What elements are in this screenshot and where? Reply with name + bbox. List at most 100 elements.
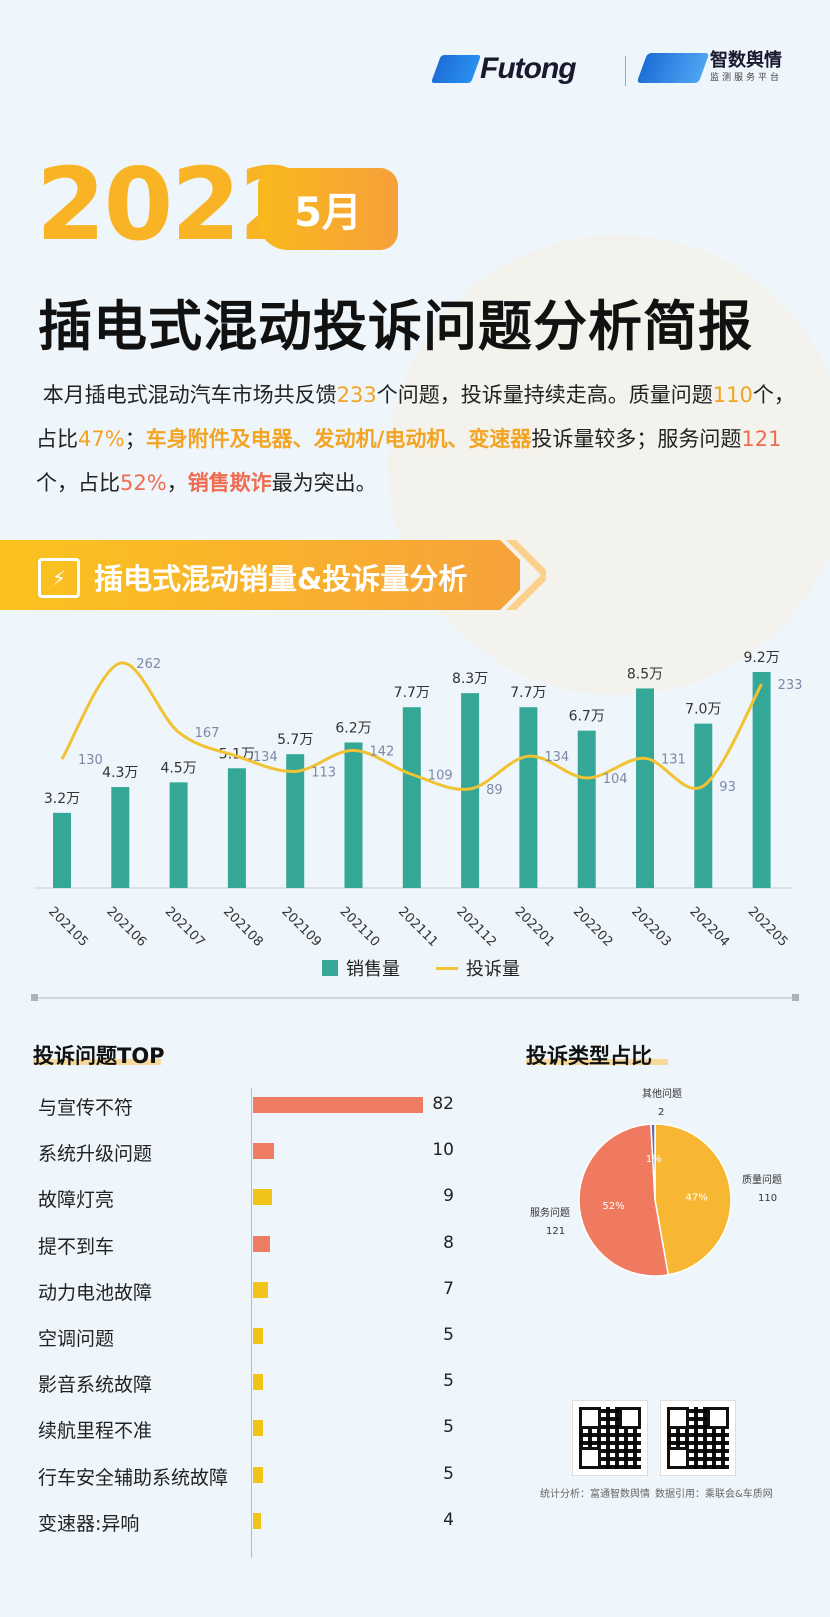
- qr-code-futong[interactable]: [572, 1400, 648, 1476]
- top-row-bar: [253, 1328, 264, 1344]
- divider-dot: [31, 994, 38, 1001]
- summary-text: 个，占比: [36, 471, 120, 495]
- top-row: 影音系统故障 5: [0, 1371, 470, 1418]
- section-divider: [34, 997, 796, 999]
- service-percent: 52%: [120, 471, 167, 495]
- complaints-label: 113: [311, 765, 336, 780]
- top-row-bar: [253, 1281, 268, 1298]
- x-tick-label: 202105: [45, 904, 91, 950]
- top-row-bar: [253, 1466, 264, 1483]
- sales-label: 9.2万: [743, 650, 779, 666]
- sales-bar: [461, 693, 480, 888]
- futong-logo-text: Futong: [480, 52, 577, 85]
- x-tick-label: 202110: [337, 904, 383, 950]
- top-title: 投诉问题TOP: [33, 1044, 165, 1068]
- footer-stat-source: 统计分析：富通智数舆情: [540, 1489, 650, 1500]
- qr-corner: [667, 1447, 689, 1469]
- sales-label: 4.3万: [102, 765, 138, 781]
- brand-divider: [625, 56, 626, 86]
- sales-bar: [344, 742, 363, 888]
- complaints-label: 233: [778, 678, 803, 693]
- total-count: 233: [336, 383, 377, 407]
- qr-code-zhishu[interactable]: [660, 1400, 736, 1476]
- x-tick-label: 202106: [103, 904, 149, 950]
- complaints-label: 130: [78, 753, 103, 768]
- complaints-label: 131: [661, 752, 686, 767]
- top-row-label: 影音系统故障: [38, 1374, 153, 1397]
- complaints-label: 104: [603, 772, 628, 787]
- top-row-label: 与宣传不符: [38, 1097, 134, 1119]
- service-hot-topic: 销售欺诈: [187, 471, 272, 495]
- qr-corner: [619, 1407, 641, 1429]
- report-month-badge: 5月: [258, 168, 398, 250]
- x-tick-label: 202203: [628, 904, 674, 950]
- summary-text: 本月插电式混动汽车市场共反馈: [42, 383, 337, 407]
- top-row-value: 5: [443, 1325, 454, 1345]
- top-row: 动力电池故障 7: [0, 1278, 470, 1326]
- pie-pct-label: 1%: [646, 1154, 662, 1165]
- sales-bar: [169, 782, 188, 888]
- x-tick-label: 202112: [453, 904, 499, 950]
- top-row-value: 5: [443, 1417, 454, 1438]
- summary-text: 个问题，投诉量持续走高。质量问题: [376, 383, 713, 407]
- top-row-bar: [253, 1235, 270, 1252]
- top-row-label: 续航里程不准: [38, 1420, 153, 1443]
- sales-bar: [636, 688, 654, 888]
- top-row-value: 9: [443, 1186, 454, 1207]
- legend-sales-label: 销售量: [346, 959, 400, 980]
- qr-corner: [579, 1407, 601, 1429]
- pie-title: 投诉类型占比: [526, 1044, 652, 1068]
- qr-corner: [579, 1447, 601, 1469]
- sales-bar: [286, 754, 305, 888]
- zhishu-subtitle: 监测服务平台: [710, 73, 783, 83]
- pie-value-label: 110: [758, 1193, 777, 1204]
- pie-value-label: 121: [546, 1226, 565, 1237]
- top-row-value: 82: [432, 1094, 454, 1114]
- complaints-label: 142: [370, 744, 395, 759]
- sales-bar: [53, 812, 71, 888]
- futong-logo-icon: [430, 55, 482, 83]
- top-row-value: 8: [443, 1232, 454, 1253]
- page-title: 插电式混动投诉问题分析简报: [38, 295, 753, 358]
- qr-corner: [707, 1407, 729, 1429]
- sales-label: 5.7万: [277, 732, 313, 748]
- top-row-label: 动力电池故障: [38, 1281, 153, 1304]
- pie-slice: [578, 1123, 670, 1277]
- pie-title-underline: [526, 1059, 668, 1065]
- pie-category-label: 服务问题: [530, 1206, 570, 1219]
- top-row-bar: [253, 1143, 274, 1160]
- quality-hot-topics: 车身附件及电器、发动机/电动机、变速器: [145, 427, 532, 451]
- x-tick-label: 202107: [162, 904, 208, 950]
- top-row-value: 5: [443, 1371, 454, 1392]
- quality-percent: 47%: [78, 427, 125, 451]
- top-row-bar: [253, 1420, 264, 1437]
- footer-data-source: 数据引用：乘联会&车质网: [655, 1489, 773, 1500]
- section-banner: [0, 540, 520, 610]
- top-axis: [251, 1088, 252, 1558]
- legend-complaints: 投诉量: [436, 955, 520, 981]
- sales-bar: [694, 723, 713, 888]
- zhishu-logo: 智数舆情 监测服务平台: [636, 52, 783, 83]
- complaints-label: 89: [486, 783, 503, 798]
- top-row-label: 提不到车: [38, 1235, 115, 1258]
- sales-bar: [402, 707, 421, 888]
- ev-charging-icon: ⚡: [38, 558, 80, 598]
- complaints-label: 262: [136, 657, 161, 672]
- legend-complaints-label: 投诉量: [466, 959, 520, 980]
- zhishu-logo-icon: [636, 52, 710, 83]
- top-row: 变速器:异响 4: [0, 1510, 470, 1557]
- decorative-circle: [388, 235, 830, 695]
- x-tick-label: 202205: [745, 904, 791, 950]
- x-tick-label: 202201: [512, 904, 558, 950]
- summary-text: 个，占比: [36, 383, 795, 451]
- summary-text: 最为突出。: [271, 471, 377, 495]
- top-row: 与宣传不符 82: [0, 1094, 470, 1141]
- x-tick-label: 202204: [686, 904, 732, 950]
- pie-slice: [654, 1123, 732, 1276]
- pie-category-label: 质量问题: [742, 1173, 782, 1186]
- sales-label: 4.5万: [160, 760, 196, 776]
- sales-label: 8.5万: [627, 666, 663, 682]
- top-row-value: 7: [443, 1278, 454, 1299]
- divider-dot: [792, 994, 799, 1001]
- quality-count: 110: [712, 383, 753, 407]
